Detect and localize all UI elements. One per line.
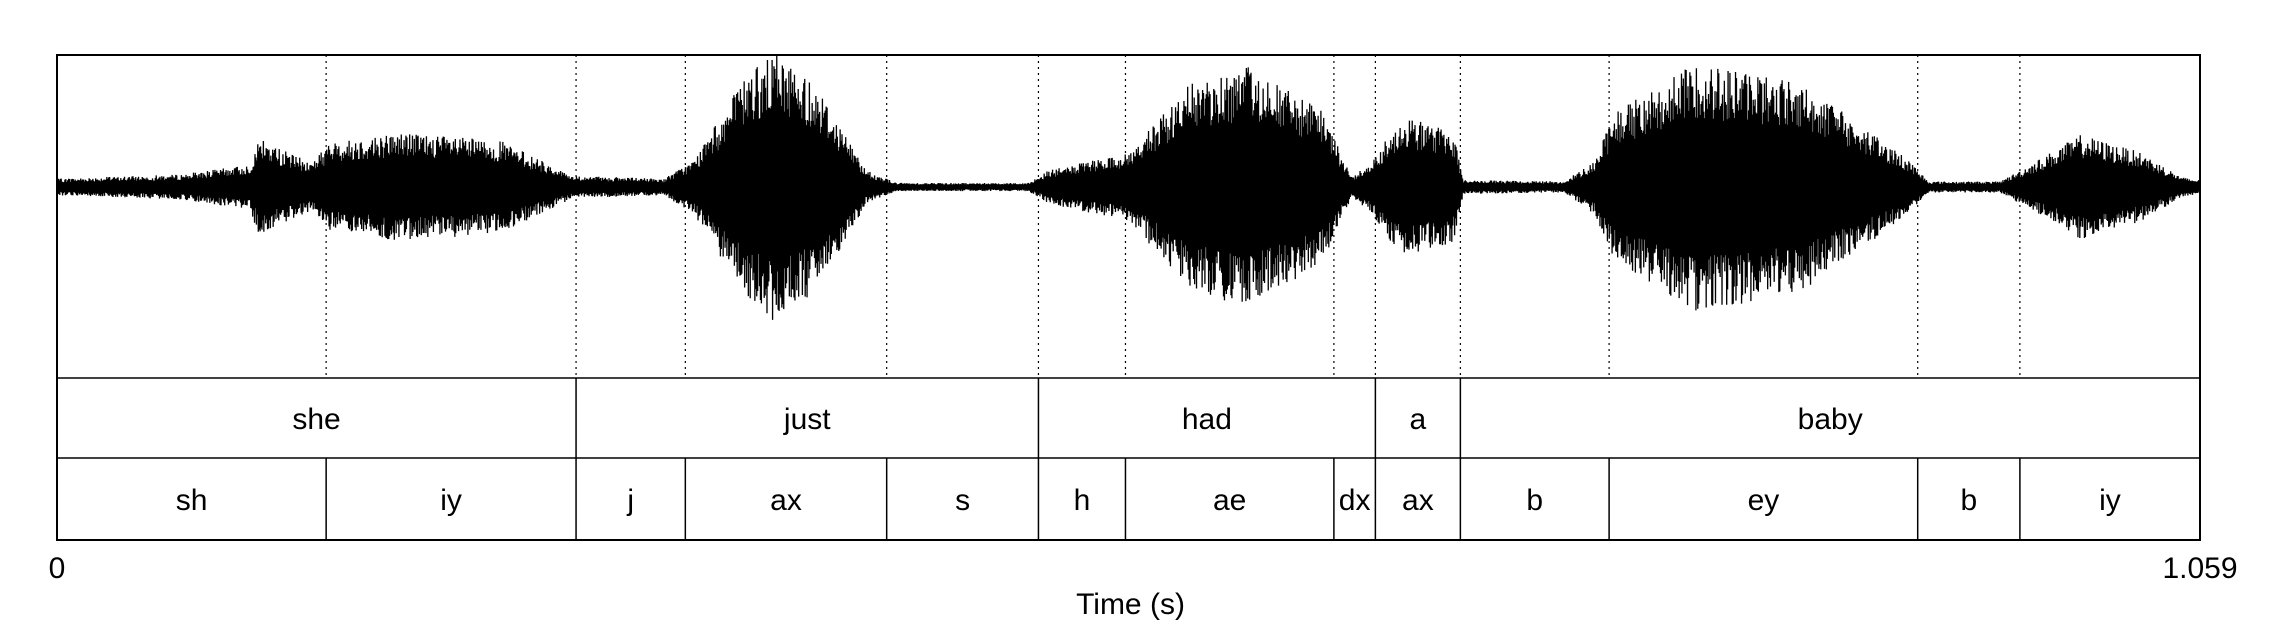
axis-start-label: 0 [49, 552, 66, 585]
phone-label: ax [770, 484, 802, 517]
axis-title: Time (s) [1076, 588, 1185, 621]
phone-label: ae [1213, 484, 1246, 517]
phone-label: ax [1402, 484, 1434, 517]
waveform-panel [56, 54, 2201, 541]
waveform-frame [56, 54, 2201, 541]
word-label: she [292, 403, 340, 436]
phone-label: s [955, 484, 970, 517]
word-label: just [783, 403, 831, 436]
phone-label: j [626, 484, 634, 517]
phone-label: h [1074, 484, 1091, 517]
time-axis: 0 1.059 Time (s) [49, 552, 2238, 621]
word-tier: she just had a baby [57, 377, 2200, 458]
phone-label: iy [2099, 484, 2121, 517]
phone-label: dx [1339, 484, 1371, 517]
waveform-trace [56, 54, 2201, 320]
phone-tier: sh iy j ax s h ae dx ax b ey b iy [57, 457, 2200, 540]
axis-end-label: 1.059 [2162, 552, 2237, 585]
phone-label: sh [176, 484, 208, 517]
word-label: had [1182, 403, 1232, 436]
word-label: baby [1798, 403, 1863, 436]
phone-label: b [1526, 484, 1543, 517]
phone-label: b [1960, 484, 1977, 517]
word-label: a [1410, 403, 1427, 436]
phone-label: ey [1748, 484, 1780, 517]
phone-label: iy [440, 484, 462, 517]
